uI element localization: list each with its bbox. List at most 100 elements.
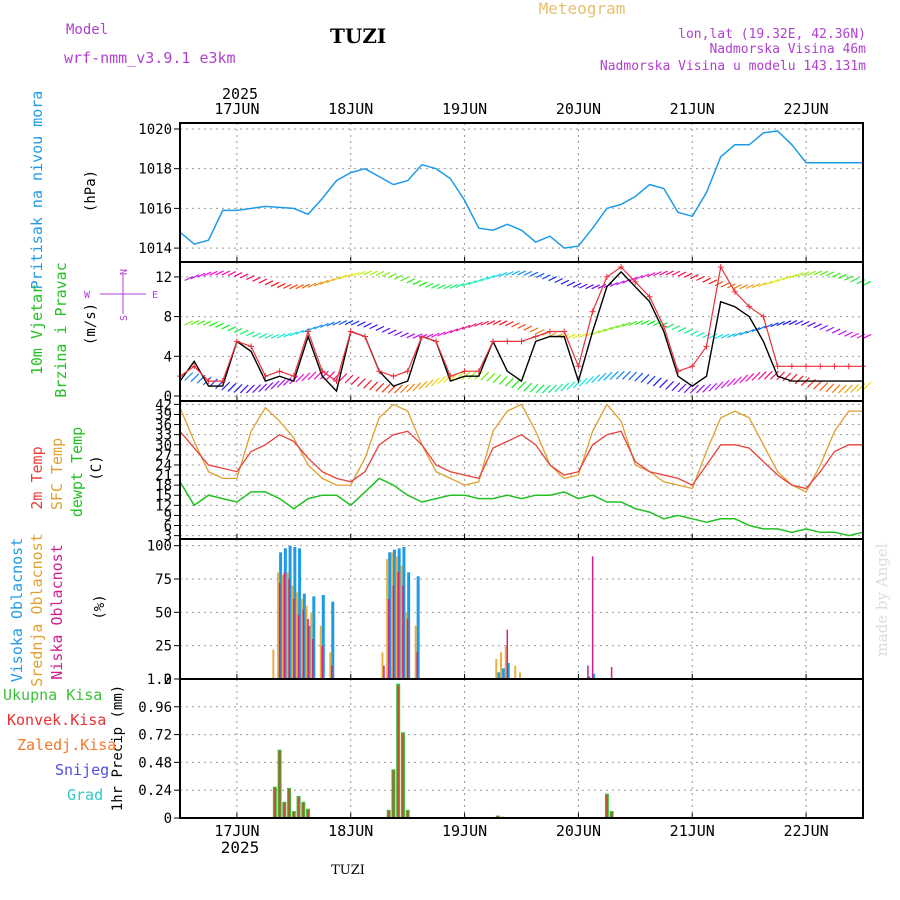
cloud-bar — [591, 556, 594, 679]
precip-legend-freeze: Zaledj.Kisa — [17, 736, 116, 754]
wind-arrow — [739, 284, 748, 290]
wind-arrow — [844, 275, 853, 281]
wind-arrow — [455, 282, 465, 288]
wind-arrow — [369, 270, 378, 276]
wind-arrow — [591, 374, 601, 384]
y-tick-label: 50 — [155, 605, 172, 621]
cloud-bar — [297, 615, 300, 679]
wind-arrow — [727, 333, 736, 339]
wind-arrow — [597, 372, 607, 382]
wind-arrow — [258, 333, 268, 339]
y-tick-label: 6 — [164, 519, 172, 535]
gust-marker — [290, 373, 297, 380]
wind-arrow — [449, 328, 459, 334]
gust-marker — [276, 368, 283, 375]
cloud-bar — [312, 596, 316, 679]
cloud-bar — [291, 585, 294, 679]
wind-arrow — [585, 284, 594, 290]
wind-arrow — [844, 384, 853, 394]
wind-arrow — [770, 370, 779, 380]
wind-arrow — [739, 330, 748, 336]
wind-arrow — [418, 380, 428, 390]
wind-arrow — [245, 384, 255, 394]
y-tick-label: 42 — [155, 397, 172, 413]
wind-arrow — [412, 382, 422, 392]
precip-conv-bar — [496, 815, 499, 818]
wind-arrow — [554, 277, 563, 284]
wind-arrow — [708, 382, 718, 392]
wind-arrow — [690, 330, 699, 336]
wind-arrow — [807, 270, 816, 276]
wind-arrow — [301, 372, 311, 382]
wind-arrow — [708, 333, 718, 339]
wind-arrow — [449, 283, 459, 289]
wind-arrow — [227, 383, 237, 392]
precip-conv-bar — [307, 809, 310, 818]
wind-arrow — [566, 281, 576, 287]
wind-arrow — [794, 272, 804, 278]
cloud-bar — [414, 625, 417, 679]
wind-arrow — [837, 384, 847, 394]
precip-legend-hail: Grad — [67, 786, 103, 804]
wind-arrow — [788, 273, 798, 279]
gust-marker — [347, 328, 354, 335]
wind-arrow — [671, 325, 681, 331]
cloud-bar — [277, 572, 280, 679]
wind-arrow — [757, 325, 767, 331]
wind-arrow — [276, 378, 286, 388]
gust-marker — [561, 328, 568, 335]
cloud-bar — [400, 565, 403, 679]
wind-arrow — [646, 320, 656, 326]
wind-arrow — [412, 279, 422, 286]
cloud-bar — [293, 599, 295, 679]
wind-arrow — [233, 327, 243, 333]
wind-arrow — [591, 284, 600, 290]
wind-arrow — [357, 321, 366, 327]
cloud-bar — [302, 609, 305, 679]
wind-arrow — [659, 270, 668, 276]
gust-marker — [376, 368, 383, 375]
y-tick-label: 21 — [155, 468, 172, 484]
y-tick-label: 0 — [164, 389, 172, 405]
wind-arrow — [541, 384, 551, 394]
cloud-bar — [592, 673, 596, 679]
cloud-bar — [506, 629, 509, 679]
y-tick-label: 0.72 — [138, 728, 172, 744]
wind-arrow — [825, 326, 835, 332]
wind-arrow — [307, 326, 317, 332]
wind-arrow — [801, 320, 810, 326]
wind-arrow — [511, 379, 520, 389]
wind-arrow — [702, 277, 711, 283]
precip-conv-bar — [292, 812, 295, 818]
model-name: wrf-nmm_v3.9.1 e3km — [64, 49, 236, 67]
wind-arrow — [776, 371, 786, 381]
wind-arrow — [363, 322, 372, 328]
cloud-bar — [397, 548, 401, 679]
cloud-bar — [383, 665, 385, 679]
gust-marker — [461, 368, 468, 375]
day-label-top: 17JUN — [214, 100, 259, 118]
svg-text:N: N — [119, 269, 130, 275]
wind-arrow — [677, 271, 687, 277]
wind-arrow — [184, 320, 194, 326]
cloud-bar — [288, 545, 292, 679]
gust-marker — [532, 333, 539, 340]
wind-arrow — [498, 320, 508, 326]
wind-arrow — [733, 331, 742, 337]
y-tick-label: 1014 — [138, 241, 172, 257]
wind-arrow — [221, 324, 231, 330]
wind-arrow — [560, 333, 570, 339]
wind-arrow — [289, 284, 298, 290]
wind-arrow — [844, 331, 853, 337]
precip-legend-total: Ukupna Kisa — [3, 686, 102, 704]
y-tick-label: 27 — [155, 448, 172, 464]
y-tick-label: 0 — [164, 672, 172, 688]
cloud-bar — [331, 601, 335, 679]
wind-arrow — [202, 320, 212, 326]
chart-panels: 1014101610181020048123691215182124273033… — [138, 122, 872, 827]
panel-frame — [179, 678, 864, 819]
wind-arrow — [480, 276, 489, 282]
gust-marker — [788, 363, 795, 370]
cloud-bar — [329, 652, 332, 679]
day-label-top: 22JUN — [784, 100, 829, 118]
